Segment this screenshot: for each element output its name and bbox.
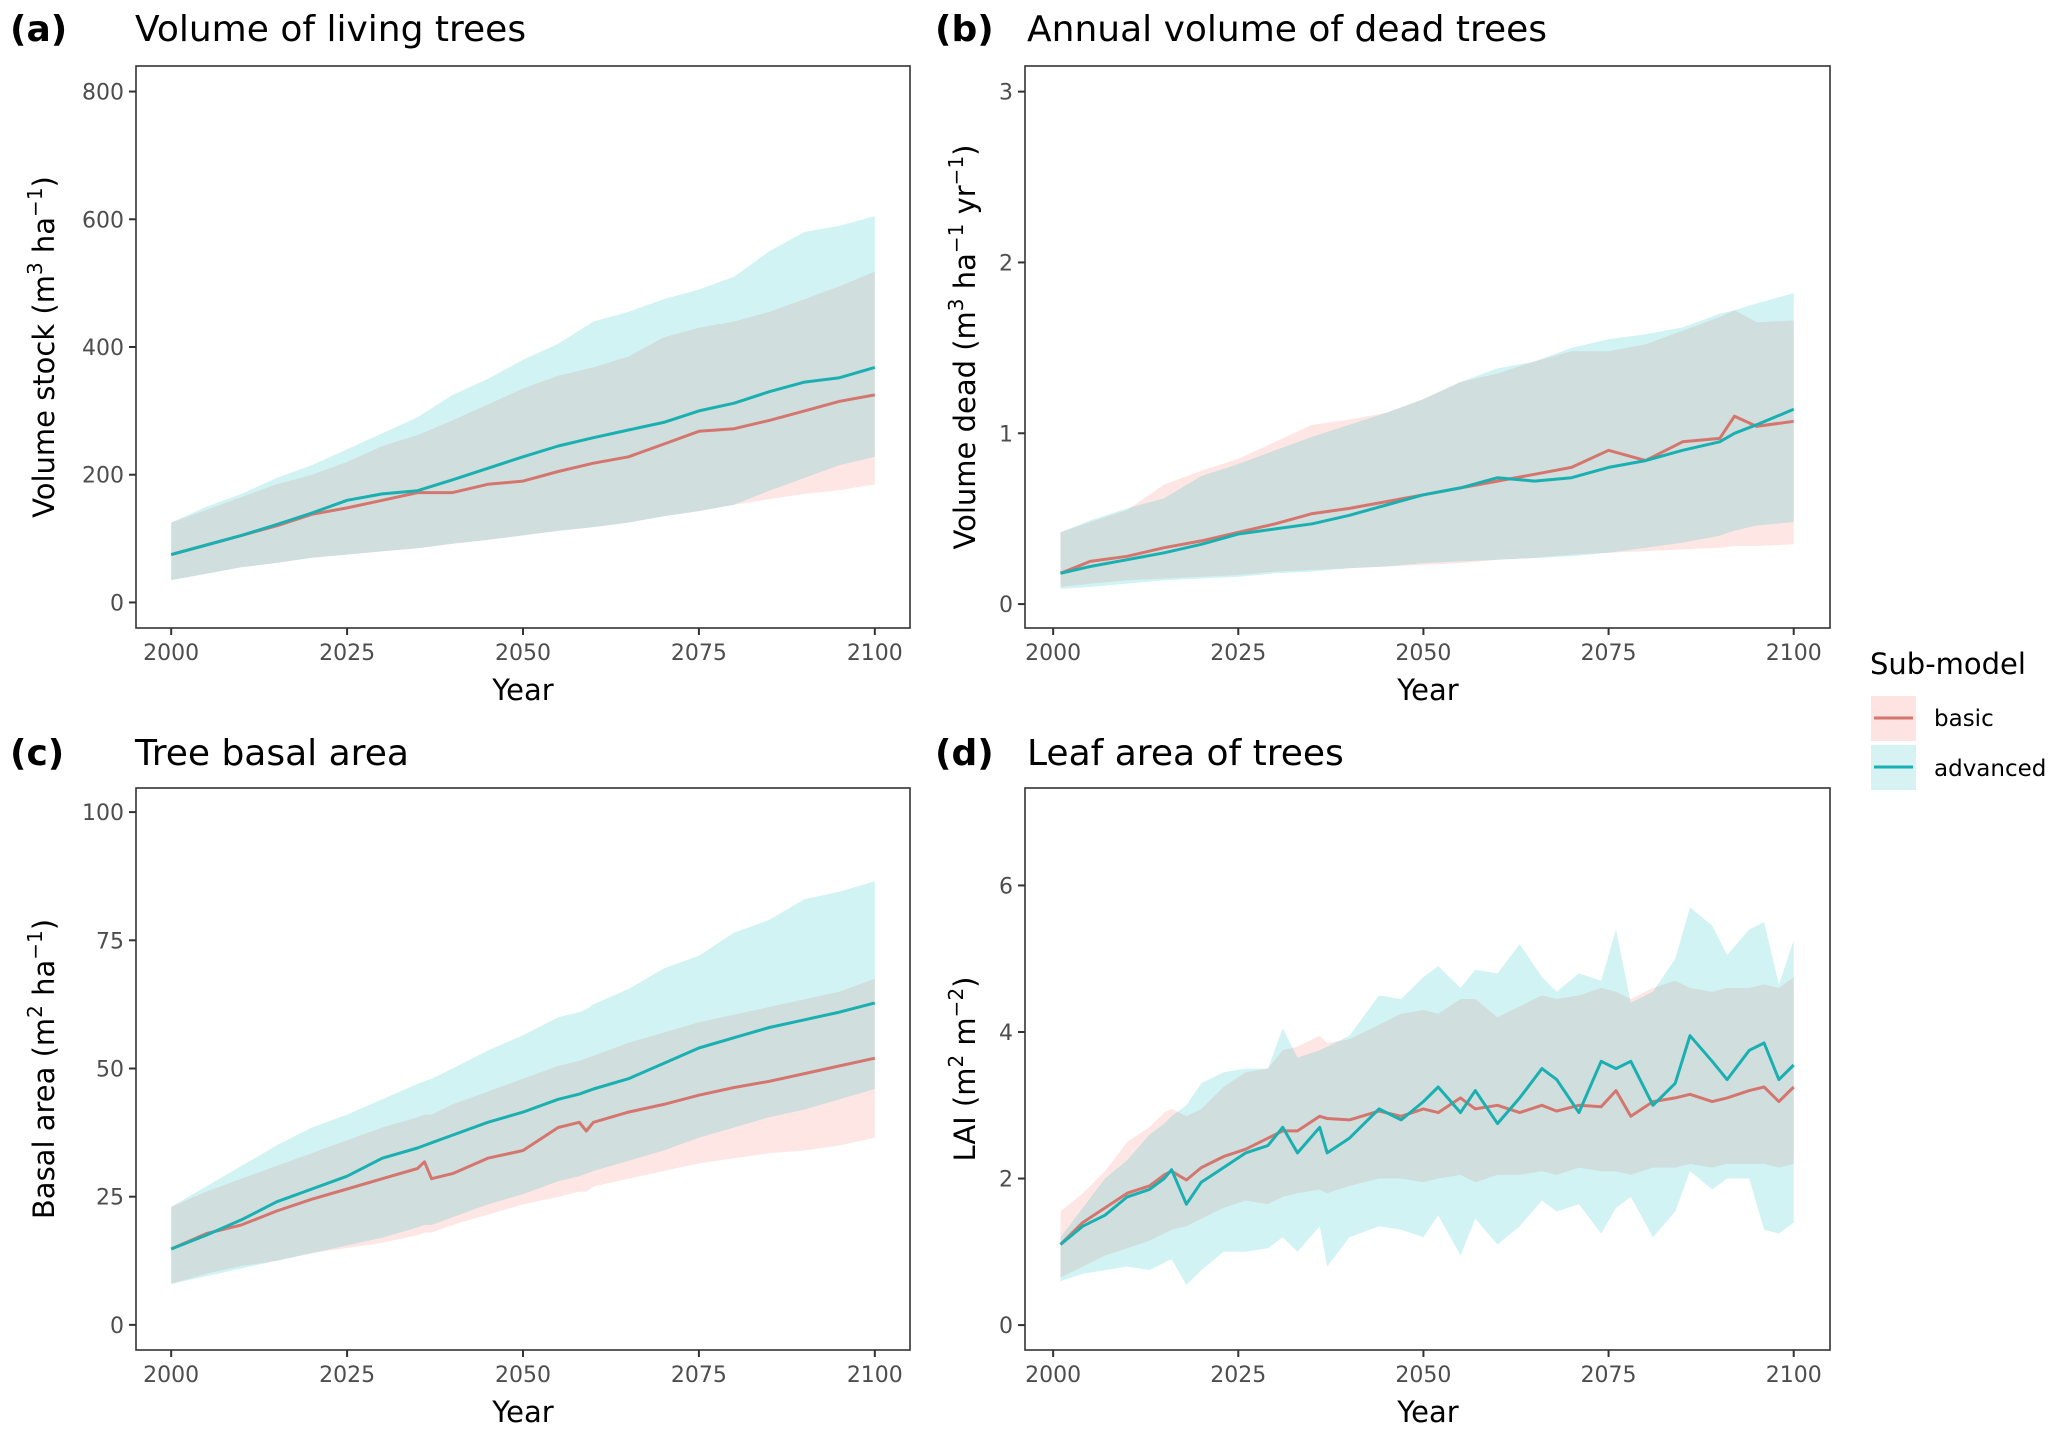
plot-area: 2000 2025 2050 2075 2100 0 200 400 600 800	[82, 65, 911, 666]
panel-tag: (c)	[10, 733, 64, 774]
legend-item-basic: basic	[1871, 696, 1994, 741]
ribbon-advanced	[1060, 293, 1794, 589]
panel-tag: (d)	[935, 733, 994, 774]
x-tick-label: 2075	[671, 641, 727, 666]
plot-area: 2000 2025 2050 2075 2100 0 2 4 6	[999, 787, 1831, 1388]
x-tick-label: 2075	[671, 1363, 727, 1388]
panel-title: Tree basal area	[134, 733, 409, 774]
y-tick-label: 400	[82, 336, 124, 361]
y-tick-label: 50	[96, 1057, 124, 1082]
y-tick-label: 4	[999, 1021, 1013, 1046]
legend: Sub-model basic advanced	[1870, 647, 2046, 790]
y-tick-label: 2	[999, 1168, 1013, 1193]
panel-d: (d) Leaf area of trees 2000 2025 2050 2075 2…	[935, 733, 1831, 1429]
y-tick-label: 600	[82, 208, 124, 233]
x-tick-label: 2050	[495, 1363, 551, 1388]
ribbon-basic	[1060, 977, 1794, 1278]
x-tick-label: 2025	[1210, 1363, 1266, 1388]
y-tick-label: 0	[110, 591, 124, 616]
legend-title: Sub-model	[1870, 647, 2026, 681]
y-tick-label: 25	[96, 1186, 124, 1211]
y-tick-label: 0	[999, 1314, 1013, 1339]
legend-label: basic	[1934, 706, 1994, 732]
x-tick-label: 2000	[1025, 1363, 1081, 1388]
x-tick-label: 2075	[1581, 1363, 1637, 1388]
panel-title: Leaf area of trees	[1027, 733, 1344, 774]
y-tick-label: 100	[82, 801, 124, 826]
plot-marks	[1059, 907, 1795, 1285]
y-tick-label: 3	[999, 81, 1013, 106]
y-axis-title: LAI (m2 m−2)	[944, 976, 982, 1161]
panel-c: (c) Tree basal area 2000 2025 2050 2075 2100…	[10, 733, 911, 1429]
y-tick-label: 6	[999, 874, 1013, 899]
plot-area: 2000 2025 2050 2075 2100 0 25 50 75 100	[82, 787, 911, 1388]
plot-marks	[170, 881, 876, 1284]
ribbon-basic	[1060, 310, 1794, 587]
y-tick-label: 2	[999, 251, 1013, 276]
panel-title: Annual volume of dead trees	[1027, 9, 1547, 50]
line-advanced	[170, 1001, 876, 1251]
y-axis-title: Basal area (m2 ha−1)	[23, 919, 61, 1219]
plot-marks	[1059, 293, 1795, 589]
legend-item-advanced: advanced	[1871, 745, 2046, 790]
y-axis-title: Volume dead (m3 ha−1 yr−1)	[944, 144, 982, 549]
y-tick-label: 800	[82, 81, 124, 106]
panel-tag: (a)	[10, 9, 67, 50]
y-tick-label: 75	[96, 929, 124, 954]
x-tick-label: 2100	[1766, 641, 1822, 666]
x-tick-label: 2000	[143, 641, 199, 666]
plot-area: 2000 2025 2050 2075 2100 0 1 2 3	[999, 65, 1831, 666]
x-tick-label: 2100	[847, 1363, 903, 1388]
panel-border	[1024, 787, 1831, 1351]
x-axis-title: Year	[491, 1395, 553, 1429]
x-tick-label: 2100	[847, 641, 903, 666]
panel-tag: (b)	[935, 9, 994, 50]
y-tick-label: 0	[999, 593, 1013, 618]
ribbon-advanced	[171, 881, 875, 1284]
x-axis-title: Year	[1396, 673, 1458, 707]
x-axis-title: Year	[491, 673, 553, 707]
ribbon-basic	[171, 978, 875, 1284]
ribbon-basic	[171, 271, 875, 581]
y-axis-title: Volume stock (m3 ha−1)	[23, 176, 61, 518]
panel-title: Volume of living trees	[135, 9, 526, 50]
y-tick-label: 0	[110, 1314, 124, 1339]
line-advanced	[170, 365, 876, 557]
x-tick-label: 2000	[1025, 641, 1081, 666]
y-tick-label: 1	[999, 422, 1013, 447]
panel-b: (b) Annual volume of dead trees 2000 2025…	[935, 9, 1831, 707]
x-tick-label: 2025	[319, 641, 375, 666]
line-basic	[1059, 1085, 1795, 1246]
x-tick-label: 2000	[143, 1363, 199, 1388]
x-tick-label: 2050	[1395, 1363, 1451, 1388]
x-tick-label: 2025	[1210, 641, 1266, 666]
line-advanced	[1060, 407, 1795, 575]
x-tick-label: 2050	[1395, 641, 1451, 666]
line-basic	[170, 1056, 876, 1251]
line-advanced	[1059, 1034, 1795, 1246]
x-tick-label: 2050	[495, 641, 551, 666]
x-axis-title: Year	[1396, 1395, 1458, 1429]
x-tick-label: 2100	[1766, 1363, 1822, 1388]
panel-a: (a) Volume of living trees 2000 2025 2050 2…	[10, 9, 911, 707]
x-tick-label: 2075	[1581, 641, 1637, 666]
panel-border	[1024, 65, 1831, 629]
x-tick-label: 2025	[319, 1363, 375, 1388]
legend-label: advanced	[1934, 756, 2046, 782]
y-tick-label: 200	[82, 464, 124, 489]
ribbon-advanced	[171, 216, 875, 581]
plot-marks	[170, 216, 876, 581]
